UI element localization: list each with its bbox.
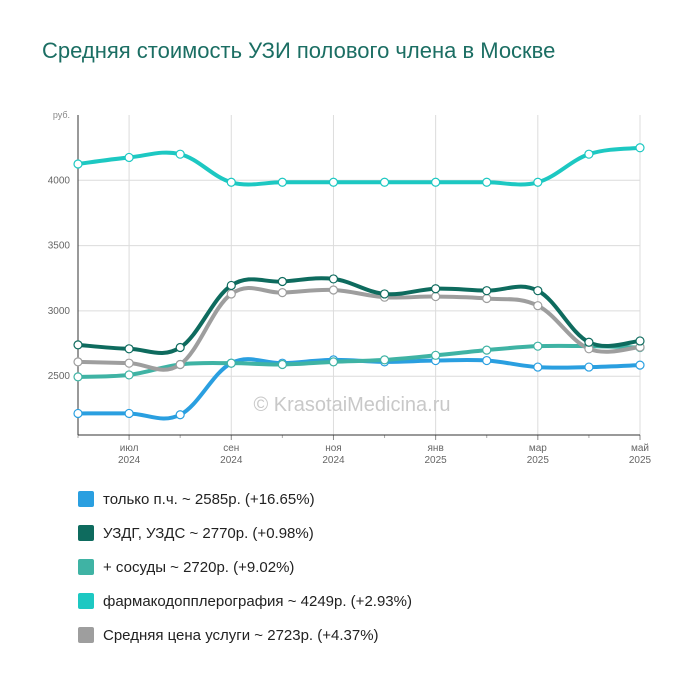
legend-item[interactable]: УЗДГ, УЗДС ~ 2770р. (+0.98%)	[78, 516, 412, 550]
data-point	[584, 149, 594, 159]
data-point	[533, 341, 543, 351]
data-point	[124, 370, 134, 380]
data-point	[328, 177, 339, 187]
x-tick-label-year: 2024	[220, 455, 243, 466]
data-point	[635, 143, 645, 153]
x-tick-label-month: сен	[223, 443, 239, 454]
x-tick-label-month: июл	[120, 443, 139, 454]
data-point	[277, 276, 287, 287]
data-point	[482, 293, 492, 304]
data-point	[533, 362, 543, 372]
series-lines	[76, 145, 642, 421]
data-point	[482, 286, 492, 296]
data-point	[584, 362, 594, 372]
x-tick-label-month: ноя	[325, 443, 342, 454]
legend-swatch	[78, 593, 94, 609]
legend-label: УЗДГ, УЗДС ~ 2770р. (+0.98%)	[103, 524, 314, 542]
line-chart: © KrasotaiMedicina.ru 2500300035004000ру…	[48, 110, 652, 466]
data-point	[73, 340, 83, 350]
legend-item[interactable]: + сосуды ~ 2720р. (+9.02%)	[78, 550, 412, 584]
data-point	[73, 372, 83, 382]
data-point	[431, 350, 441, 360]
x-tick-label-year: 2024	[118, 455, 141, 466]
data-point	[482, 177, 492, 187]
y-tick-label: 3500	[48, 241, 71, 252]
data-point	[379, 289, 390, 299]
data-point	[277, 177, 287, 187]
y-axis-label: руб.	[53, 110, 70, 120]
data-point	[124, 358, 134, 368]
grid	[78, 115, 641, 435]
data-point	[328, 285, 339, 295]
y-tick-label: 2500	[48, 371, 71, 382]
series-line-средняя-цена-услуги	[76, 286, 642, 372]
data-point	[533, 177, 543, 187]
data-point	[584, 337, 594, 347]
data-point	[635, 336, 645, 346]
data-point	[175, 342, 185, 353]
data-point	[73, 159, 83, 169]
data-point	[533, 301, 543, 311]
data-point	[482, 345, 492, 355]
x-tick-label-year: 2025	[629, 455, 652, 466]
legend-swatch	[78, 491, 94, 507]
series-points	[73, 143, 645, 420]
data-point	[124, 408, 134, 419]
legend-label: + сосуды ~ 2720р. (+9.02%)	[103, 558, 295, 576]
data-point	[277, 288, 287, 298]
legend-swatch	[78, 627, 94, 643]
data-point	[431, 291, 441, 302]
legend-label: Средняя цена услуги ~ 2723р. (+4.37%)	[103, 626, 379, 644]
y-tick-label: 4000	[48, 175, 71, 186]
data-point	[379, 355, 390, 365]
y-tick-label: 3000	[48, 306, 71, 317]
legend-item[interactable]: фармакодопплерография ~ 4249р. (+2.93%)	[78, 584, 412, 618]
data-point	[277, 359, 287, 370]
legend: только п.ч. ~ 2585р. (+16.65%) УЗДГ, УЗДС…	[78, 482, 412, 652]
data-point	[328, 357, 339, 367]
data-point	[379, 177, 390, 187]
data-point	[175, 410, 185, 420]
data-point	[124, 152, 134, 163]
data-point	[124, 344, 134, 354]
data-point	[431, 284, 441, 294]
series-line-сосуды	[76, 343, 642, 379]
x-tick-label-year: 2024	[322, 455, 345, 466]
series-line-уздг-уздс	[76, 276, 642, 356]
legend-label: фармакодопплерография ~ 4249р. (+2.93%)	[103, 592, 412, 610]
data-point	[226, 289, 236, 299]
data-point	[73, 357, 83, 367]
data-point	[533, 286, 543, 296]
legend-item[interactable]: только п.ч. ~ 2585р. (+16.65%)	[78, 482, 412, 516]
x-tick-label-month: май	[631, 443, 649, 454]
data-point	[226, 358, 236, 368]
data-point	[431, 177, 441, 187]
legend-swatch	[78, 525, 94, 541]
data-point	[175, 359, 185, 370]
data-point	[73, 408, 83, 419]
data-point	[328, 274, 339, 284]
data-point	[226, 177, 236, 187]
x-tick-label-month: янв	[428, 443, 444, 454]
data-point	[226, 280, 236, 291]
axes: 2500300035004000руб.июл2024сен2024ноя202…	[48, 110, 652, 466]
legend-swatch	[78, 559, 94, 575]
series-line-фармакодопплерография	[76, 145, 642, 187]
x-tick-label-month: мар	[529, 443, 547, 454]
legend-item[interactable]: Средняя цена услуги ~ 2723р. (+4.37%)	[78, 618, 412, 652]
legend-label: только п.ч. ~ 2585р. (+16.65%)	[103, 490, 315, 508]
data-point	[175, 149, 185, 159]
x-tick-label-year: 2025	[527, 455, 550, 466]
data-point	[635, 360, 645, 370]
chart-title: Средняя стоимость УЗИ полового члена в М…	[42, 38, 556, 63]
data-point	[482, 355, 492, 366]
x-tick-label-year: 2025	[425, 455, 448, 466]
watermark: © KrasotaiMedicina.ru	[253, 394, 450, 416]
